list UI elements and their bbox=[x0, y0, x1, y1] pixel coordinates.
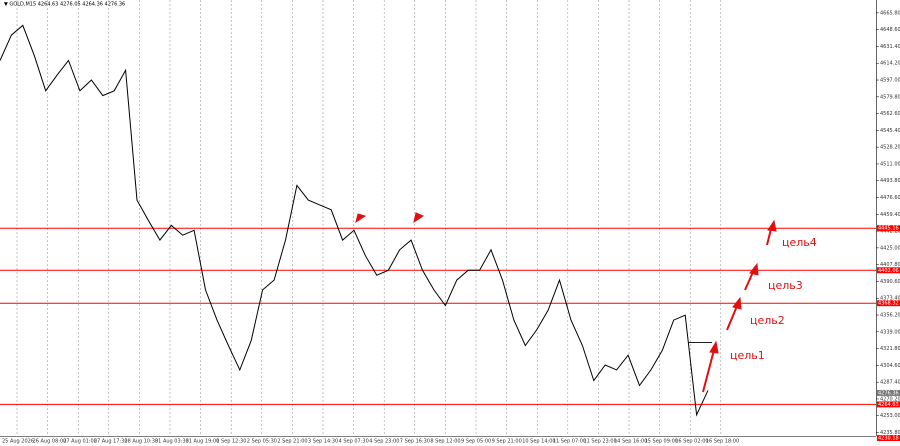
level-label-bg bbox=[877, 267, 900, 274]
x-tick-label: 11 Sep 23:00 bbox=[583, 439, 616, 445]
x-tick-label: 9 Sep 21:00 bbox=[492, 439, 522, 445]
x-tick-label: 7 Sep 16:30 bbox=[400, 439, 430, 445]
annotation: цель4 bbox=[782, 236, 817, 249]
x-tick-label: 27 Aug 01:00 bbox=[63, 439, 97, 445]
x-tick-label: 10 Sep 14:00 bbox=[522, 439, 555, 445]
arrow-head bbox=[749, 262, 759, 276]
y-tick-label: 4425.00 bbox=[880, 245, 900, 251]
level-label: 4402.06 bbox=[878, 268, 899, 274]
y-tick-label: 4579.80 bbox=[880, 94, 900, 100]
level-label: 4264.63 bbox=[878, 402, 899, 408]
x-tick-label: 4 Sep 23:00 bbox=[369, 439, 399, 445]
arrow-head bbox=[767, 219, 777, 232]
y-tick-label: 4631.40 bbox=[880, 44, 900, 50]
x-tick-label: 16 Sep 02:00 bbox=[675, 439, 708, 445]
x-tick-label: 4 Sep 07:30 bbox=[339, 439, 369, 445]
annotation: цель1 bbox=[730, 349, 765, 362]
price-label-bg bbox=[877, 435, 900, 442]
level-label: 4445.16 bbox=[878, 226, 899, 232]
x-tick-label: 9 Sep 05:00 bbox=[461, 439, 491, 445]
y-tick-label: 4528.20 bbox=[880, 145, 900, 151]
x-tick-label: 3 Sep 14:30 bbox=[308, 439, 338, 445]
x-tick-label: 27 Aug 17:30 bbox=[94, 439, 128, 445]
x-tick-label: 1 Sep 12:30 bbox=[216, 439, 246, 445]
x-tick-label: 2 Sep 05:30 bbox=[247, 439, 277, 445]
y-tick-label: 4373.40 bbox=[880, 296, 900, 302]
y-tick-label: 4614.20 bbox=[880, 61, 900, 67]
y-tick-label: 4270.20 bbox=[880, 396, 900, 402]
y-tick-label: 4597.00 bbox=[880, 78, 900, 84]
x-tick-label: 25 Aug 2026 bbox=[2, 439, 34, 445]
y-tick-label: 4304.60 bbox=[880, 363, 900, 369]
arrow-head bbox=[709, 340, 719, 354]
arrow bbox=[702, 349, 715, 393]
level-label-bg bbox=[877, 401, 900, 408]
price-label: 4276.36 bbox=[878, 390, 899, 396]
x-tick-label: 15 Sep 09:00 bbox=[645, 439, 678, 445]
x-tick-label: 2 Sep 21:00 bbox=[277, 439, 307, 445]
annotation: цель2 bbox=[750, 314, 785, 327]
annotation: цель3 bbox=[768, 279, 803, 292]
y-tick-label: 4253.00 bbox=[880, 413, 900, 419]
y-tick-label: 4339.00 bbox=[880, 329, 900, 335]
x-tick-label: 16 Sep 18:00 bbox=[706, 439, 739, 445]
x-tick-label: 28 Aug 10:30 bbox=[124, 439, 158, 445]
price-label-bg bbox=[877, 389, 900, 396]
x-tick-label: 8 Sep 12:00 bbox=[430, 439, 460, 445]
arrows bbox=[355, 212, 777, 393]
arrow bbox=[766, 228, 772, 246]
y-tick-label: 4648.60 bbox=[880, 27, 900, 33]
price-line bbox=[0, 24, 709, 417]
x-tick-label: 31 Aug 19:00 bbox=[186, 439, 220, 445]
arrow bbox=[744, 271, 754, 291]
y-tick-label: 4390.60 bbox=[880, 279, 900, 285]
y-tick-label: 4442.20 bbox=[880, 229, 900, 235]
x-tick-label: 14 Sep 16:00 bbox=[614, 439, 647, 445]
level-label-bg bbox=[877, 300, 900, 307]
y-tick-label: 4459.40 bbox=[880, 212, 900, 218]
y-tick-label: 4321.80 bbox=[880, 346, 900, 352]
y-tick-label: 4665.80 bbox=[880, 10, 900, 16]
level-label: 4368.32 bbox=[878, 301, 899, 307]
price-label: 4230.18 bbox=[878, 436, 899, 442]
x-tick-label: 11 Sep 07:00 bbox=[553, 439, 586, 445]
y-tick-label: 4493.80 bbox=[880, 178, 900, 184]
marker bbox=[355, 213, 367, 224]
y-tick-label: 4476.60 bbox=[880, 195, 900, 201]
marker bbox=[413, 212, 425, 224]
y-tick-label: 4545.40 bbox=[880, 128, 900, 134]
header: ▼ GOLD,M15 4264.63 4276.05 4264.36 4276.… bbox=[4, 2, 125, 8]
level-label-bg bbox=[877, 225, 900, 232]
x-tick-label: 31 Aug 03:30 bbox=[155, 439, 189, 445]
y-tick-label: 4511.00 bbox=[880, 161, 900, 167]
y-tick-label: 4562.60 bbox=[880, 111, 900, 117]
y-tick-label: 4356.20 bbox=[880, 313, 900, 319]
arrow-head bbox=[732, 296, 742, 310]
y-tick-label: 4235.80 bbox=[880, 430, 900, 436]
arrow bbox=[726, 305, 738, 331]
y-tick-label: 4407.80 bbox=[880, 262, 900, 268]
y-tick-label: 4287.40 bbox=[880, 380, 900, 386]
x-tick-label: 26 Aug 08:00 bbox=[33, 439, 67, 445]
